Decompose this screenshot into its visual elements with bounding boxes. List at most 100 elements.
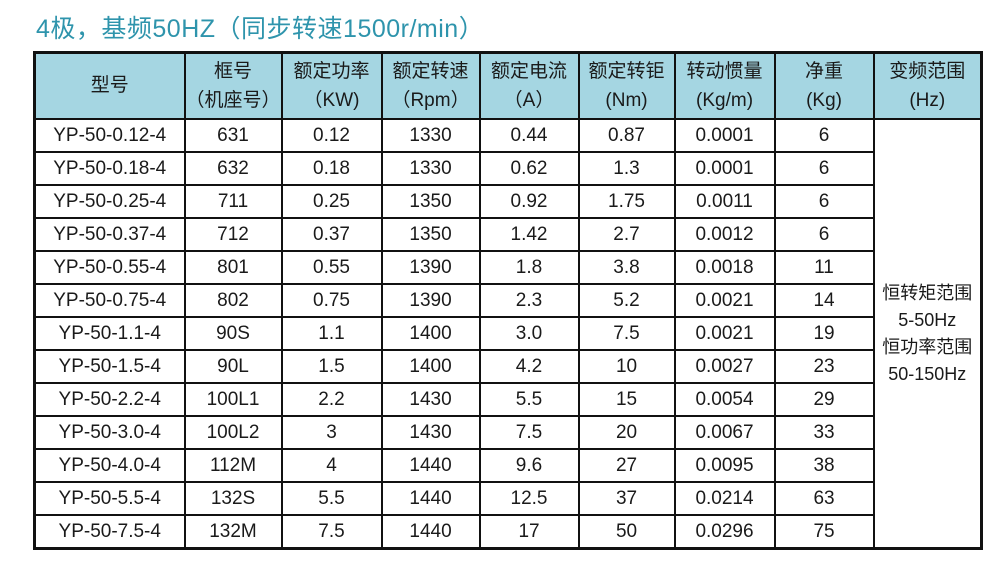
- rated-power-cell: 4: [280, 448, 383, 483]
- model-cell: YP-50-1.1-4: [33, 316, 186, 351]
- rated-torque-cell: 2.7: [577, 217, 676, 252]
- rated-torque-cell: 50: [577, 514, 676, 550]
- net-weight-cell: 29: [773, 382, 875, 417]
- rated-speed-cell: 1400: [380, 349, 481, 384]
- rated-torque-cell: 7.5: [577, 316, 676, 351]
- frame-cell: 112M: [183, 448, 283, 483]
- inertia-cell: 0.0018: [673, 250, 776, 285]
- rated-speed-cell: 1440: [380, 514, 481, 550]
- header-line1: 额定转速: [392, 60, 469, 82]
- inertia-cell: 0.0012: [673, 217, 776, 252]
- rated-speed-cell: 1390: [380, 250, 481, 285]
- rated-current-cell: 12.5: [478, 481, 580, 516]
- inertia-cell: 0.0001: [673, 118, 776, 153]
- table-row: YP-50-0.55-4 801 0.55 1390 1.8 3.8 0.0018 11: [33, 250, 982, 285]
- net-weight-cell: 11: [773, 250, 875, 285]
- model-cell: YP-50-0.25-4: [33, 184, 186, 219]
- rated-speed-cell: 1440: [380, 448, 481, 483]
- rated-power-cell: 0.25: [280, 184, 383, 219]
- header-line1: 转动惯量: [686, 60, 763, 82]
- note-line: 50-150Hz: [888, 363, 967, 384]
- model-cell: YP-50-7.5-4: [33, 514, 186, 550]
- table-row: YP-50-5.5-4 132S 5.5 1440 12.5 37 0.0214 63: [33, 481, 982, 516]
- rated-speed-cell: 1440: [380, 481, 481, 516]
- table-row: YP-50-7.5-4 132M 7.5 1440 17 50 0.0296 75: [33, 514, 982, 550]
- note-line: 恒功率范围: [882, 336, 973, 357]
- frame-cell: 132M: [183, 514, 283, 550]
- note-line: 恒转矩范围: [882, 282, 973, 303]
- inertia-cell: 0.0021: [673, 316, 776, 351]
- rated-torque-cell: 15: [577, 382, 676, 417]
- rated-power-cell: 3: [280, 415, 383, 450]
- rated-current-cell: 0.92: [478, 184, 580, 219]
- motor-spec-table: 型号 框号 （机座号） 额定功率 （KW) 额定转速 （Rpm） 额定电流 （A） 额定转钜 (Nm…: [33, 51, 984, 550]
- frame-cell: 711: [183, 184, 283, 219]
- net-weight-cell: 38: [773, 448, 875, 483]
- rated-power-cell: 7.5: [280, 514, 383, 550]
- rated-torque-cell: 5.2: [577, 283, 676, 318]
- frame-cell: 802: [183, 283, 283, 318]
- header-line2: (Kg): [806, 89, 842, 111]
- col-header-rated-current: 额定电流 （A）: [478, 51, 580, 120]
- rated-power-cell: 0.37: [280, 217, 383, 252]
- table-row: YP-50-0.25-4 711 0.25 1350 0.92 1.75 0.0011 6: [33, 184, 982, 219]
- rated-power-cell: 1.5: [280, 349, 383, 384]
- rated-current-cell: 1.42: [478, 217, 580, 252]
- rated-speed-cell: 1400: [380, 316, 481, 351]
- net-weight-cell: 23: [773, 349, 875, 384]
- inertia-cell: 0.0067: [673, 415, 776, 450]
- page-title: 4极，基频50HZ（同步转速1500r/min）: [36, 15, 485, 43]
- table-row: YP-50-0.12-4 631 0.12 1330 0.44 0.87 0.0001 6 恒转…: [33, 118, 983, 550]
- table-row: YP-50-0.75-4 802 0.75 1390 2.3 5.2 0.0021 14: [33, 283, 982, 318]
- table-row: YP-50-2.2-4 100L1 2.2 1430 5.5 15 0.0054 29: [33, 382, 982, 417]
- rated-torque-cell: 1.3: [577, 151, 676, 186]
- rated-speed-cell: 1350: [380, 217, 481, 252]
- table-row: YP-50-1.1-4 90S 1.1 1400 3.0 7.5 0.0021 19: [33, 316, 982, 351]
- model-cell: YP-50-0.12-4: [33, 118, 186, 153]
- col-header-model: 型号: [33, 51, 186, 120]
- inertia-cell: 0.0054: [673, 382, 776, 417]
- rated-current-cell: 4.2: [478, 349, 580, 384]
- inertia-cell: 0.0095: [673, 448, 776, 483]
- rated-current-cell: 3.0: [478, 316, 580, 351]
- rated-speed-cell: 1330: [380, 151, 481, 186]
- rated-speed-cell: 1390: [380, 283, 481, 318]
- note-line: 5-50Hz: [898, 309, 957, 330]
- table-row: YP-50-4.0-4 112M 4 1440 9.6 27 0.0095 38: [33, 448, 982, 483]
- header-line1: 额定功率: [293, 60, 370, 82]
- header-line1: 框号: [214, 60, 253, 82]
- rated-torque-cell: 3.8: [577, 250, 676, 285]
- header-line2: (Nm): [605, 89, 648, 111]
- rated-power-cell: 0.12: [280, 118, 383, 153]
- model-cell: YP-50-0.55-4: [33, 250, 186, 285]
- header-line2: (Kg/m): [696, 89, 754, 111]
- col-header-rated-speed: 额定转速 （Rpm）: [380, 51, 481, 120]
- table-row: YP-50-0.18-4 632 0.18 1330 0.62 1.3 0.0001 6: [33, 151, 982, 186]
- rated-current-cell: 5.5: [478, 382, 580, 417]
- frame-cell: 712: [183, 217, 283, 252]
- col-header-rated-torque: 额定转钜 (Nm): [577, 51, 676, 120]
- frame-cell: 90S: [183, 316, 283, 351]
- model-cell: YP-50-3.0-4: [33, 415, 186, 450]
- rated-current-cell: 0.44: [478, 118, 580, 153]
- rated-current-cell: 2.3: [478, 283, 580, 318]
- frame-cell: 801: [183, 250, 283, 285]
- rated-speed-cell: 1350: [380, 184, 481, 219]
- model-cell: YP-50-5.5-4: [33, 481, 186, 516]
- header-line1: 变频范围: [889, 60, 966, 82]
- table-row: YP-50-1.5-4 90L 1.5 1400 4.2 10 0.0027 23: [33, 349, 982, 384]
- model-cell: YP-50-4.0-4: [33, 448, 186, 483]
- col-header-frequency-range: 变频范围 (Hz): [872, 51, 983, 120]
- rated-torque-cell: 37: [577, 481, 676, 516]
- rated-power-cell: 0.55: [280, 250, 383, 285]
- rated-torque-cell: 27: [577, 448, 676, 483]
- rated-power-cell: 0.18: [280, 151, 383, 186]
- frame-cell: 90L: [183, 349, 283, 384]
- rated-speed-cell: 1430: [380, 382, 481, 417]
- header-line1: 额定转钜: [588, 60, 665, 82]
- net-weight-cell: 14: [773, 283, 875, 318]
- header-line2: （Rpm）: [391, 89, 470, 111]
- net-weight-cell: 33: [773, 415, 875, 450]
- frequency-range-note: 恒转矩范围 5-50Hz 恒功率范围 50-150Hz: [872, 118, 983, 550]
- header-line2: （KW): [303, 89, 360, 111]
